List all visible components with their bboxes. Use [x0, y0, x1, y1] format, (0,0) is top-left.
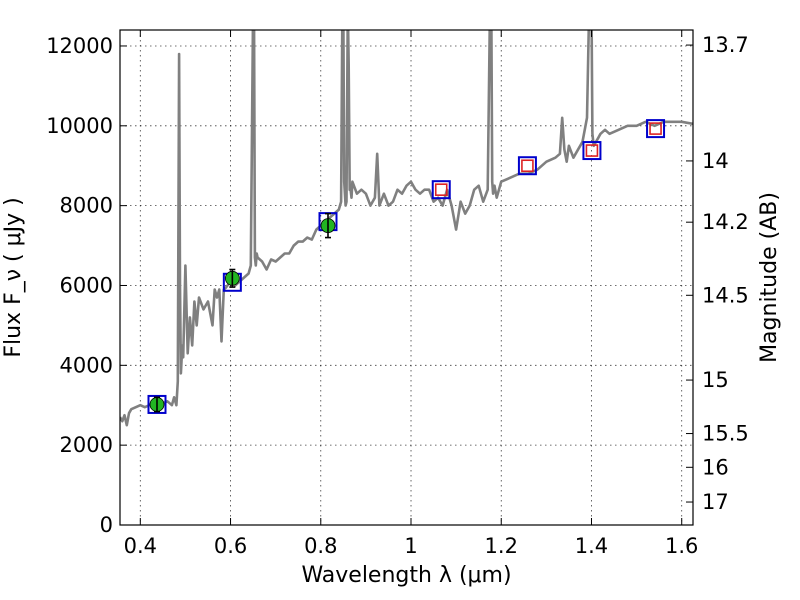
y-tick-label: 0: [100, 513, 113, 537]
y-tick-label: 4000: [60, 353, 113, 377]
y2-tick-label: 13.7: [702, 33, 749, 57]
model-point-blue: [646, 119, 666, 139]
plot-frame: [119, 29, 694, 526]
x-tick-label: 1.6: [665, 534, 698, 558]
spectrum-layer: [120, 30, 693, 427]
y-tick-label: 2000: [60, 433, 113, 457]
y2-axis-label: Magnitude (AB): [757, 192, 782, 363]
model-point-blue: [147, 394, 167, 414]
grid-layer: [120, 30, 693, 525]
x-tick-label: 0.8: [304, 534, 337, 558]
y-tick-label: 10000: [46, 114, 113, 138]
model-point-blue: [517, 156, 537, 176]
spectrum-line: [120, 30, 693, 427]
x-tick-label: 0.6: [214, 534, 247, 558]
y-tick-label: 6000: [60, 273, 113, 297]
tick-layer: 0.4 0.6 0.8 1 1.2 1.4 1.6 0 2000 4000 6000 8000 1000…: [46, 30, 749, 558]
y-tick-label: 8000: [60, 194, 113, 218]
model-point-blue: [431, 180, 451, 200]
model-point-red: [434, 183, 448, 196]
x-tick-label: 1: [404, 534, 417, 558]
marker-layer: [147, 119, 666, 414]
model-point-red: [521, 159, 534, 173]
y2-tick-label: 14.5: [702, 283, 749, 307]
x-tick-label: 1.4: [575, 534, 608, 558]
y2-tick-label: 17: [702, 490, 729, 514]
y2-tick-label: 16: [702, 455, 729, 479]
y-tick-label: 12000: [46, 34, 113, 58]
y2-tick-label: 15: [702, 368, 729, 392]
x-tick-label: 1.2: [485, 534, 518, 558]
y2-tick-label: 14: [702, 149, 729, 173]
model-point-red: [649, 122, 662, 135]
model-point-blue: [582, 141, 602, 161]
y2-tick-label: 15.5: [702, 422, 749, 446]
y2-tick-label: 14.2: [702, 210, 749, 234]
y-axis-label: Flux F_ν ( μJy ): [1, 197, 26, 357]
model-point-red: [585, 144, 599, 157]
x-axis-label: Wavelength λ (μm): [301, 563, 511, 588]
x-tick-label: 0.4: [124, 534, 157, 558]
